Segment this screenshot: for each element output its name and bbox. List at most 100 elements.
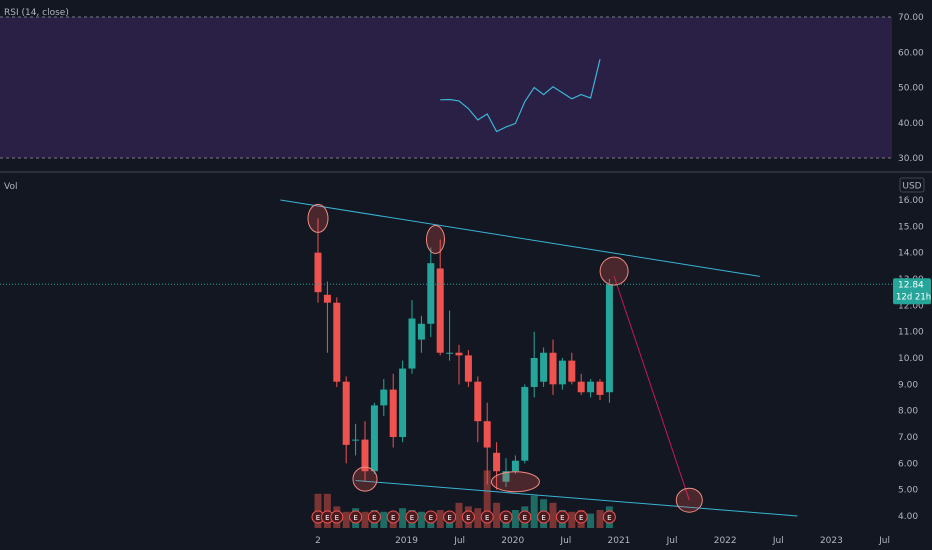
candle-body	[568, 360, 576, 382]
candle-body	[483, 421, 491, 448]
candle-body	[361, 439, 369, 472]
candle-body	[540, 352, 548, 382]
highlight-circle	[352, 466, 378, 492]
candle-body	[577, 381, 585, 393]
candle-body	[511, 460, 519, 472]
candle-body	[502, 471, 510, 482]
rsi-axis-tick: 30.00	[898, 154, 924, 164]
earnings-marker-icon	[537, 510, 551, 524]
price-axis-tick: 8.00	[898, 407, 918, 417]
earnings-marker-label: E	[485, 514, 489, 522]
candle-body	[314, 252, 322, 293]
candle-body	[380, 389, 388, 406]
earnings-marker-label: E	[353, 514, 357, 522]
earnings-marker-label: E	[541, 514, 545, 522]
earnings-marker-icon	[555, 510, 569, 524]
rsi-indicator-label[interactable]: RSI (14, close)	[4, 8, 69, 18]
price-axis-tick: 4.00	[898, 512, 918, 522]
rsi-axis-tick: 40.00	[898, 119, 924, 129]
time-axis-tick: Jul	[772, 536, 784, 546]
earnings-marker-icon	[461, 510, 475, 524]
price-axis-tick: 6.00	[898, 459, 918, 469]
volume-bar	[474, 508, 482, 528]
candle-body	[493, 452, 501, 472]
volume-bar	[596, 510, 604, 528]
upper-trendline	[280, 199, 760, 277]
rsi-band	[0, 17, 892, 158]
time-axis-tick: 2	[315, 536, 321, 546]
volume-bar	[399, 508, 407, 528]
rsi-line	[440, 59, 601, 133]
candle-body	[530, 358, 538, 387]
earnings-marker-label: E	[429, 514, 433, 522]
drawings[interactable]	[280, 199, 798, 517]
currency-badge[interactable]	[899, 177, 925, 193]
earnings-marker-icon	[424, 510, 438, 524]
last-price-tag: 12.84 12d 21h	[893, 278, 931, 305]
volume-bar	[436, 510, 444, 528]
candle-body	[389, 389, 397, 437]
candle-body	[370, 405, 378, 472]
earnings-marker-label: E	[325, 514, 329, 522]
rsi-axis-tick: 70.00	[898, 13, 924, 23]
price-axis-tick: 14.00	[898, 249, 924, 259]
earnings-marker-icon	[405, 510, 419, 524]
earnings-marker-label: E	[504, 514, 508, 522]
price-axis-tick: 16.00	[898, 196, 924, 206]
candle-body	[323, 294, 331, 303]
candle-body	[596, 381, 604, 395]
currency-label: USD	[902, 182, 921, 192]
candle-body	[474, 381, 482, 422]
rsi-axis-tick: 50.00	[898, 84, 924, 94]
candle-body	[464, 355, 472, 382]
price-axis[interactable]: 16.0015.0014.0013.0012.0011.0010.009.008…	[898, 196, 924, 522]
candle-body	[549, 352, 557, 385]
earnings-marker-label: E	[410, 514, 414, 522]
time-axis-tick: 2019	[395, 536, 418, 546]
earnings-marker-label: E	[391, 514, 395, 522]
rsi-series-line	[440, 59, 601, 133]
candle-body	[436, 268, 444, 353]
candles	[314, 218, 613, 490]
projection-line	[613, 276, 690, 501]
last-price-value: 12.84	[898, 280, 924, 290]
candle-body	[342, 381, 350, 445]
highlight-circle	[490, 471, 540, 493]
volume-bar	[361, 511, 369, 528]
last-price-tag-box	[893, 278, 931, 305]
time-axis[interactable]: 2 2019 Jul 2020 Jul 2021 Jul 2022 Jul 2023 Jul	[315, 536, 890, 546]
earnings-marker-icon	[386, 510, 400, 524]
candle-body	[605, 284, 613, 393]
earnings-marker-icon	[443, 510, 457, 524]
earnings-marker-label: E	[316, 514, 320, 522]
highlight-circle	[426, 225, 445, 254]
earnings-marker-label: E	[466, 514, 470, 522]
candle-body	[521, 386, 529, 461]
highlight-circle	[307, 203, 329, 233]
volume-bar	[380, 511, 388, 528]
rsi-price-axis[interactable]: 70.00 60.00 50.00 40.00 30.00	[898, 13, 924, 164]
earnings-marker-icon	[499, 510, 513, 524]
earnings-marker-label: E	[372, 514, 376, 522]
candle-body	[333, 302, 341, 382]
price-axis-tick: 5.00	[898, 486, 918, 496]
time-axis-tick: 2023	[820, 536, 843, 546]
candle-body	[399, 368, 407, 437]
bar-countdown: 12d 21h	[896, 292, 931, 302]
price-axis-tick: 15.00	[898, 222, 924, 232]
rsi-axis-tick: 60.00	[898, 48, 924, 58]
time-axis-tick: Jul	[666, 536, 678, 546]
volume-bar	[417, 511, 425, 528]
candle-body	[417, 323, 425, 340]
candle-body	[427, 263, 435, 324]
vol-label[interactable]: Vol	[4, 182, 17, 192]
time-axis-tick: Jul	[559, 536, 571, 546]
earnings-marker-label: E	[447, 514, 451, 522]
volume-bar	[342, 511, 350, 528]
price-axis-tick: 12.00	[898, 301, 924, 311]
candle-body	[408, 318, 416, 369]
time-axis-tick: Jul	[878, 536, 890, 546]
